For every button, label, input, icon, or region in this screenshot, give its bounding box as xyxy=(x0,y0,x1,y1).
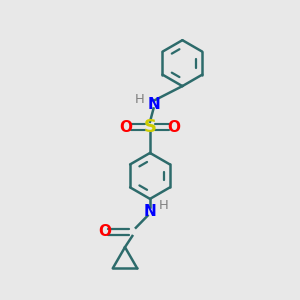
Text: O: O xyxy=(98,224,111,239)
Text: O: O xyxy=(119,119,132,134)
Text: N: N xyxy=(147,97,160,112)
Text: O: O xyxy=(168,119,181,134)
Text: H: H xyxy=(135,93,145,106)
Text: S: S xyxy=(143,118,157,136)
Text: N: N xyxy=(144,204,156,219)
Text: H: H xyxy=(158,200,168,212)
